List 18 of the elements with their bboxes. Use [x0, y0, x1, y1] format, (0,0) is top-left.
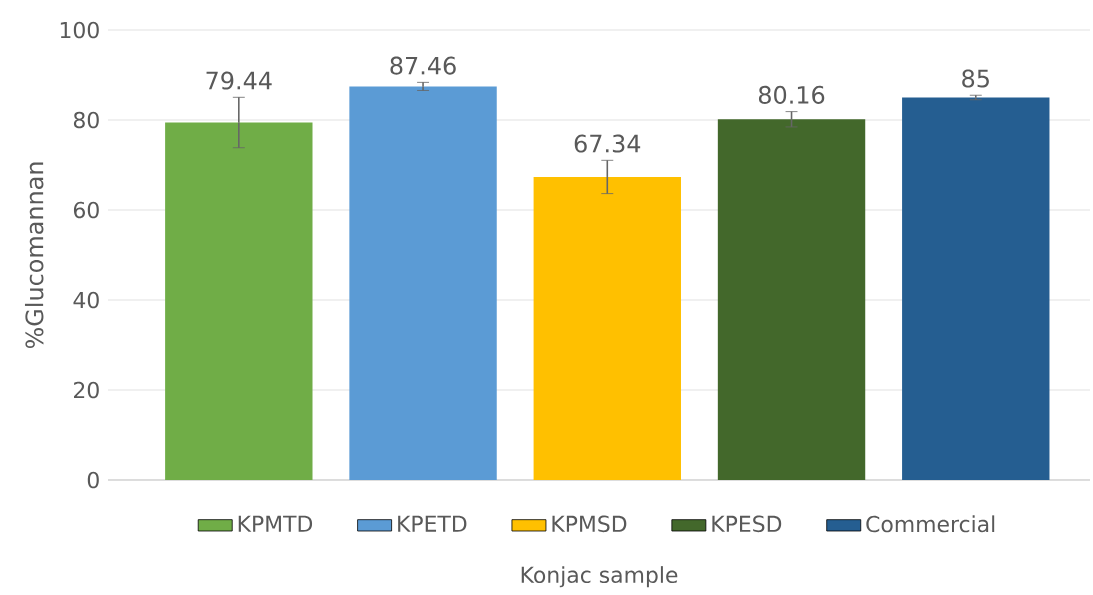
- y-tick-label: 20: [74, 381, 99, 399]
- data-label: 85: [962, 69, 989, 88]
- data-label: 67.34: [574, 134, 641, 153]
- data-label: 80.16: [758, 86, 825, 105]
- data-label: 87.46: [390, 56, 456, 75]
- x-axis-title: Konjac sample: [521, 566, 678, 588]
- y-tick-label: 0: [87, 471, 99, 489]
- legend-label: KPESD: [712, 515, 782, 533]
- y-tick-label: 60: [73, 201, 99, 219]
- data-label: 79.44: [206, 71, 272, 90]
- y-axis-title: %Glucomannan: [24, 162, 44, 349]
- y-tick-label: 80: [73, 111, 99, 129]
- legend-label: KPMSD: [552, 515, 627, 533]
- y-tick-label: 100: [60, 21, 99, 39]
- legend-label: KPETD: [398, 515, 467, 532]
- legend-label: KPMTD: [238, 515, 313, 532]
- legend-label: Commercial: [866, 515, 995, 533]
- y-tick-label: 40: [73, 291, 99, 309]
